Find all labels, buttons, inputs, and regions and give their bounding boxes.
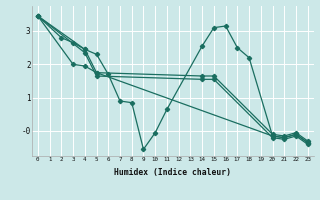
- X-axis label: Humidex (Indice chaleur): Humidex (Indice chaleur): [114, 168, 231, 177]
